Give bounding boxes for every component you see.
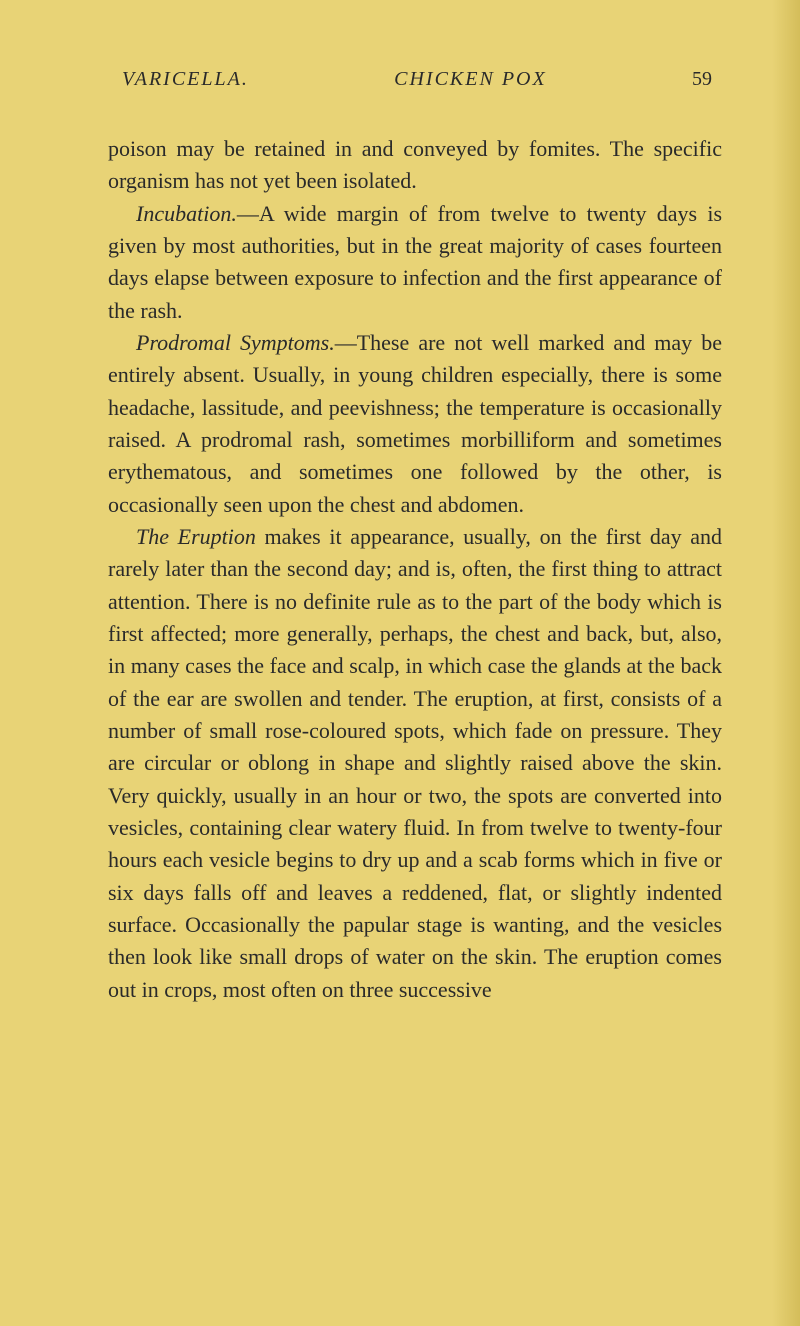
italic-eruption: The Eruption [136, 524, 256, 549]
body-text: poison may be retained in and conveyed b… [108, 133, 722, 1006]
paragraph-3: Prodromal Symptoms.—These are not well m… [108, 327, 722, 521]
header-title-part2: CHICKEN POX [394, 68, 547, 91]
book-page: VARICELLA. CHICKEN POX 59 poison may be … [0, 0, 800, 1326]
italic-incubation: Incubation. [136, 201, 237, 226]
paragraph-3-text: —These are not well marked and may be en… [108, 330, 722, 517]
paragraph-2: Incubation.—A wide margin of from twelve… [108, 198, 722, 327]
paragraph-4: The Eruption makes it appearance, usuall… [108, 521, 722, 1006]
paragraph-1: poison may be retained in and conveyed b… [108, 133, 722, 198]
page-number: 59 [692, 68, 712, 91]
paragraph-4-text: makes it appearance, usually, on the fir… [108, 524, 722, 1002]
italic-prodromal: Prodromal Symptoms. [136, 330, 335, 355]
page-header: VARICELLA. CHICKEN POX 59 [108, 68, 722, 91]
header-title-part1: VARICELLA. [122, 68, 249, 91]
